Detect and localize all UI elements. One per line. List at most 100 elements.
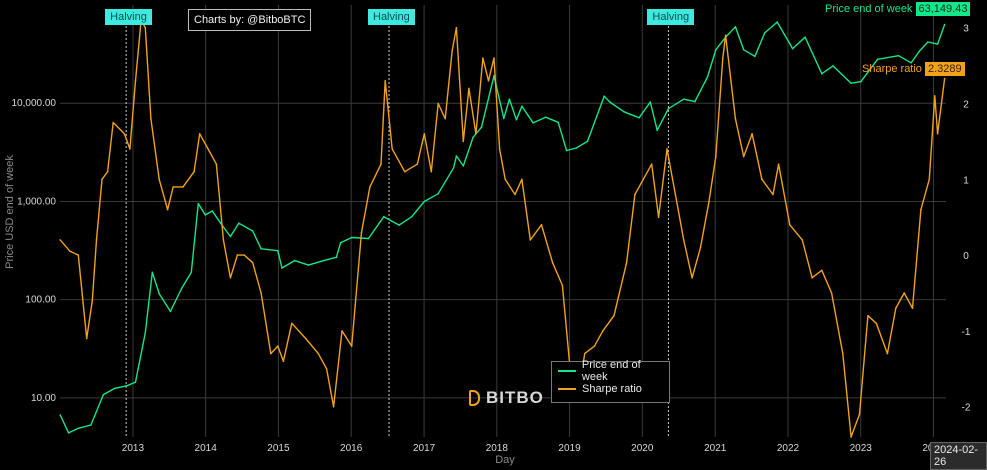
- price-point: [918, 50, 921, 52]
- price-point: [503, 117, 505, 120]
- sharpe-point: [215, 163, 218, 165]
- sharpe-point: [715, 155, 717, 158]
- y-right-tick-label: 0: [963, 251, 969, 262]
- halving-label: Halving: [368, 9, 415, 25]
- legend-item-sharpe[interactable]: Sharpe ratio: [552, 380, 669, 398]
- sharpe-point: [529, 239, 532, 241]
- sharpe-point: [642, 178, 645, 181]
- bitbo-watermark: BITBO: [469, 388, 544, 408]
- legend[interactable]: Price end of week Sharpe ratio: [551, 359, 670, 403]
- sharpe-point: [101, 178, 103, 181]
- price-point: [603, 95, 605, 97]
- sharpe-point: [722, 57, 724, 59]
- sharpe-point: [129, 148, 131, 150]
- sharpe-point: [789, 224, 791, 226]
- sharpe-point: [561, 284, 564, 287]
- sharpe-point: [455, 26, 458, 29]
- price-point: [897, 54, 900, 57]
- sharpe-point: [613, 314, 615, 317]
- sharpe-point: [69, 250, 71, 253]
- price-point: [821, 72, 823, 75]
- sharpe-point: [380, 163, 382, 165]
- price-point: [575, 147, 578, 149]
- price-point: [126, 384, 128, 387]
- x-tick-label: 2019: [558, 443, 581, 454]
- price-point: [134, 381, 137, 383]
- price-point: [936, 43, 939, 45]
- sharpe-point: [350, 345, 353, 347]
- sharpe-point: [134, 80, 137, 82]
- price-point: [462, 165, 465, 167]
- price-point: [151, 271, 154, 274]
- sharpe-point: [325, 368, 328, 370]
- sharpe-point: [468, 87, 470, 90]
- x-tick-label: 2022: [777, 443, 800, 454]
- price-point: [609, 101, 611, 103]
- sharpe-point: [540, 224, 543, 226]
- y-right-tick-label: 3: [963, 24, 969, 35]
- price-point: [480, 126, 483, 128]
- price-point: [211, 210, 214, 212]
- sharpe-point: [593, 345, 596, 347]
- price-point: [197, 202, 200, 205]
- sharpe-point: [682, 239, 685, 241]
- price-point: [791, 47, 794, 50]
- legend-item-price[interactable]: Price end of week: [552, 359, 669, 383]
- price-point: [190, 271, 193, 274]
- sharpe-point: [229, 277, 232, 279]
- sharpe-point: [475, 133, 477, 135]
- sharpe-point: [404, 170, 406, 173]
- sharpe-point: [691, 277, 693, 279]
- price-point: [251, 230, 254, 232]
- sharpe-point: [602, 330, 604, 332]
- sharpe-last-value: 2.3289: [925, 62, 965, 76]
- price-swatch: [558, 370, 576, 372]
- sharpe-point: [423, 133, 426, 135]
- sharpe-point: [850, 436, 852, 438]
- sharpe-point: [462, 140, 465, 143]
- sharpe-point: [934, 95, 936, 97]
- chart-credit: Charts by: @BitboBTC: [188, 9, 312, 31]
- sharpe-point: [830, 292, 833, 294]
- price-point: [742, 49, 745, 51]
- sharpe-point: [95, 239, 98, 241]
- price-point: [260, 248, 262, 250]
- price-point: [776, 21, 778, 23]
- price-point: [204, 214, 207, 216]
- price-point: [565, 149, 568, 152]
- price-point: [102, 393, 105, 396]
- y-right-tick-label: -2: [962, 403, 971, 414]
- price-point: [706, 76, 709, 78]
- sharpe-point: [384, 80, 387, 82]
- x-tick-label: 2014: [195, 443, 218, 454]
- price-point: [667, 107, 670, 110]
- price-point: [638, 117, 640, 119]
- price-point: [158, 292, 160, 295]
- watermark-text: BITBO: [486, 388, 544, 407]
- sharpe-point: [657, 216, 660, 218]
- series-layer: [59, 19, 946, 438]
- sharpe-point: [634, 193, 636, 196]
- sharpe-point: [920, 208, 922, 211]
- price-point: [90, 424, 92, 426]
- price-point: [293, 259, 296, 262]
- sharpe-point: [360, 231, 363, 234]
- price-point: [508, 98, 511, 100]
- price-point: [410, 215, 413, 218]
- sharpe-point: [936, 133, 939, 135]
- sharpe-point: [482, 57, 484, 59]
- sharpe-point: [842, 352, 844, 355]
- price-point: [521, 105, 523, 108]
- sharpe-point: [243, 254, 246, 256]
- sharpe-point: [514, 193, 516, 196]
- price-point: [515, 118, 518, 121]
- y-left-tick-label: 10,000.00: [12, 98, 57, 109]
- price-point: [77, 427, 80, 430]
- x-tick-label: 2021: [704, 443, 727, 454]
- sharpe-point: [867, 314, 869, 317]
- price-point: [763, 32, 766, 34]
- price-point: [623, 110, 625, 113]
- sharpe-point: [504, 178, 507, 181]
- sharpe-point: [85, 337, 88, 340]
- sharpe-point: [416, 163, 419, 165]
